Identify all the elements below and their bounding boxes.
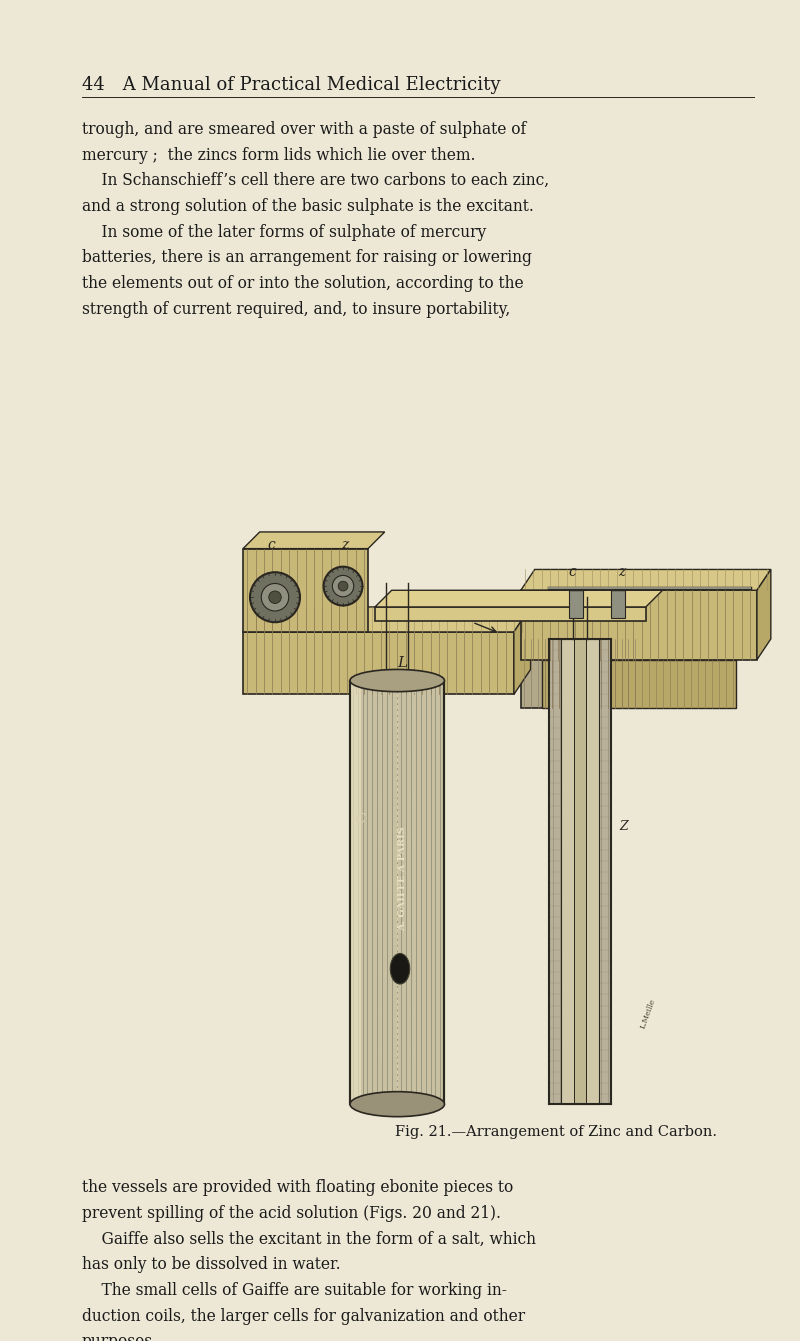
Text: In some of the later forms of sulphate of mercury: In some of the later forms of sulphate o… [82,224,486,240]
Text: the vessels are provided with floating ebonite pieces to: the vessels are provided with floating e… [82,1179,513,1196]
Circle shape [250,573,300,622]
Text: In Schanschieff’s cell there are two carbons to each zinc,: In Schanschieff’s cell there are two car… [82,172,549,189]
Polygon shape [368,611,514,632]
Text: batteries, there is an arrangement for raising or lowering: batteries, there is an arrangement for r… [82,249,532,267]
Circle shape [262,583,289,611]
Text: strength of current required, and, to insure portability,: strength of current required, and, to in… [82,300,510,318]
Bar [574,638,586,1104]
Polygon shape [243,632,514,695]
Polygon shape [521,570,771,590]
Text: c: c [267,538,274,551]
Bar [570,590,583,618]
Circle shape [338,581,348,591]
Polygon shape [375,590,662,607]
Text: the elements out of or into the solution, according to the: the elements out of or into the solution… [82,275,523,292]
Bar [561,638,598,1104]
Bar [611,590,625,618]
Text: has only to be dissolved in water.: has only to be dissolved in water. [82,1257,341,1273]
Circle shape [269,591,282,603]
Text: prevent spilling of the acid solution (Figs. 20 and 21).: prevent spilling of the acid solution (F… [82,1204,501,1222]
Ellipse shape [390,953,410,984]
Bar [350,680,445,1104]
Polygon shape [514,607,530,695]
Text: z: z [618,566,626,579]
Text: L: L [398,656,408,669]
Circle shape [332,575,354,597]
Polygon shape [521,590,757,660]
Text: mercury ;  the zincs form lids which lie over them.: mercury ; the zincs form lids which lie … [82,146,475,164]
Polygon shape [757,570,771,660]
Text: 44 A Manual of Practical Medical Electricity: 44 A Manual of Practical Medical Electri… [82,76,501,94]
Text: z: z [341,538,348,551]
Bar [549,638,611,1104]
Ellipse shape [350,1092,445,1117]
Text: Fig. 21.—Arrangement of Zinc and Carbon.: Fig. 21.—Arrangement of Zinc and Carbon. [394,1125,717,1139]
Text: c: c [568,566,576,579]
Text: C: C [356,813,366,826]
Text: Z: Z [619,819,628,833]
Text: A. GAIFFE A PARIS: A. GAIFFE A PARIS [398,826,407,931]
Polygon shape [243,548,368,632]
Text: duction coils, the larger cells for galvanization and other: duction coils, the larger cells for galv… [82,1307,525,1325]
Ellipse shape [350,669,445,692]
Polygon shape [542,660,736,708]
Polygon shape [243,532,385,548]
Text: The small cells of Gaiffe are suitable for working in-: The small cells of Gaiffe are suitable f… [82,1282,507,1299]
Text: Gaiffe also sells the excitant in the form of a salt, which: Gaiffe also sells the excitant in the fo… [82,1231,536,1247]
Text: trough, and are smeared over with a paste of sulphate of: trough, and are smeared over with a past… [82,121,526,138]
Bar [350,680,361,1104]
Text: and a strong solution of the basic sulphate is the excitant.: and a strong solution of the basic sulph… [82,198,534,215]
Text: purposes.: purposes. [82,1333,158,1341]
Polygon shape [243,607,530,632]
Bar [521,638,639,708]
Text: L.Meille: L.Meille [639,998,657,1030]
Polygon shape [375,607,646,621]
Circle shape [324,567,362,606]
